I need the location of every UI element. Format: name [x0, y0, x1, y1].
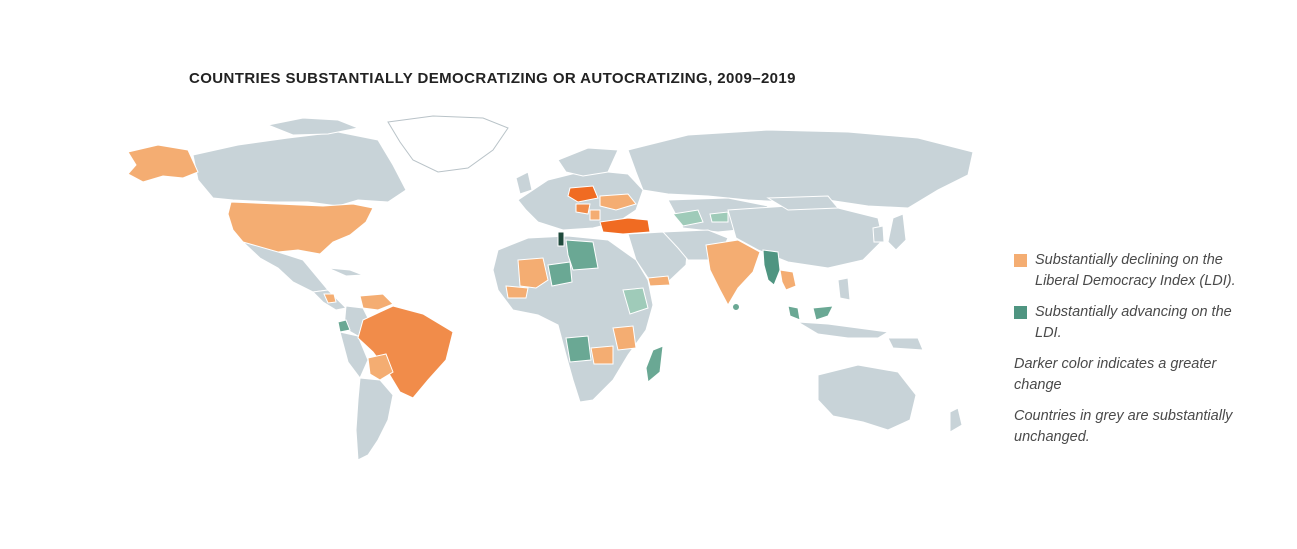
- country-argentina: [355, 377, 394, 461]
- country-india: [705, 239, 761, 307]
- country-thailand: [779, 269, 797, 291]
- country-tanzania: [612, 325, 637, 351]
- country-hungary: [575, 203, 591, 215]
- country-venezuela: [359, 293, 394, 311]
- country-brazil: [357, 305, 454, 399]
- country-uk: [515, 171, 533, 195]
- greenland: [387, 115, 509, 173]
- country-japan: [887, 213, 907, 251]
- legend-swatch-declining: [1014, 254, 1027, 267]
- country-tunisia: [557, 231, 565, 247]
- country-burkina: [505, 285, 529, 299]
- world-map: [127, 115, 974, 461]
- country-angola: [565, 335, 592, 363]
- country-nicaragua: [323, 293, 337, 304]
- country-ecuador: [337, 319, 351, 333]
- country-madagascar: [645, 345, 664, 383]
- country-ukraine: [599, 193, 637, 211]
- country-turkey: [599, 217, 651, 235]
- country-russia: [627, 129, 974, 209]
- canada: [192, 131, 407, 207]
- country-ethiopia: [622, 287, 649, 315]
- country-united-states: [227, 201, 374, 255]
- country-yemen: [647, 275, 671, 287]
- legend-swatch-advancing: [1014, 306, 1027, 319]
- country-sri-lanka: [732, 303, 740, 311]
- legend-note-darker: Darker color indicates a greater change: [1014, 356, 1217, 393]
- country-myanmar: [762, 249, 781, 286]
- country-philippines: [837, 277, 851, 301]
- map-legend: Substantially declining on the Liberal D…: [1014, 250, 1284, 458]
- country-malaysia-borneo: [812, 305, 834, 321]
- country-mongolia: [766, 195, 840, 211]
- scandinavia: [557, 147, 619, 177]
- legend-label-advancing: Substantially advancing on the LDI.: [1035, 304, 1232, 341]
- caribbean: [327, 267, 364, 277]
- country-australia: [817, 364, 917, 431]
- country-poland: [567, 185, 599, 203]
- country-mali: [517, 257, 549, 289]
- country-zambia: [590, 345, 614, 365]
- country-peru: [339, 331, 369, 379]
- country-kyrgyzstan: [709, 211, 729, 223]
- country-malaysia: [787, 305, 801, 321]
- country-new-zealand: [949, 407, 963, 433]
- map-title: COUNTRIES SUBSTANTIALLY DEMOCRATIZING OR…: [189, 70, 796, 87]
- korea: [872, 225, 885, 243]
- country-niger: [547, 261, 573, 287]
- country-alaska: [127, 144, 199, 183]
- country-uzbekistan: [672, 209, 704, 227]
- indonesia: [797, 321, 890, 339]
- country-png: [887, 337, 924, 351]
- arctic-islands: [266, 117, 360, 136]
- legend-item-declining: Substantially declining on the Liberal D…: [1014, 250, 1284, 292]
- country-bolivia: [367, 353, 394, 381]
- country-libya: [565, 239, 599, 271]
- legend-label-declining: Substantially declining on the Liberal D…: [1035, 252, 1236, 289]
- legend-item-advancing: Substantially advancing on the LDI.: [1014, 302, 1284, 344]
- country-serbia: [589, 209, 601, 221]
- legend-note-grey: Countries in grey are substantially unch…: [1014, 408, 1233, 445]
